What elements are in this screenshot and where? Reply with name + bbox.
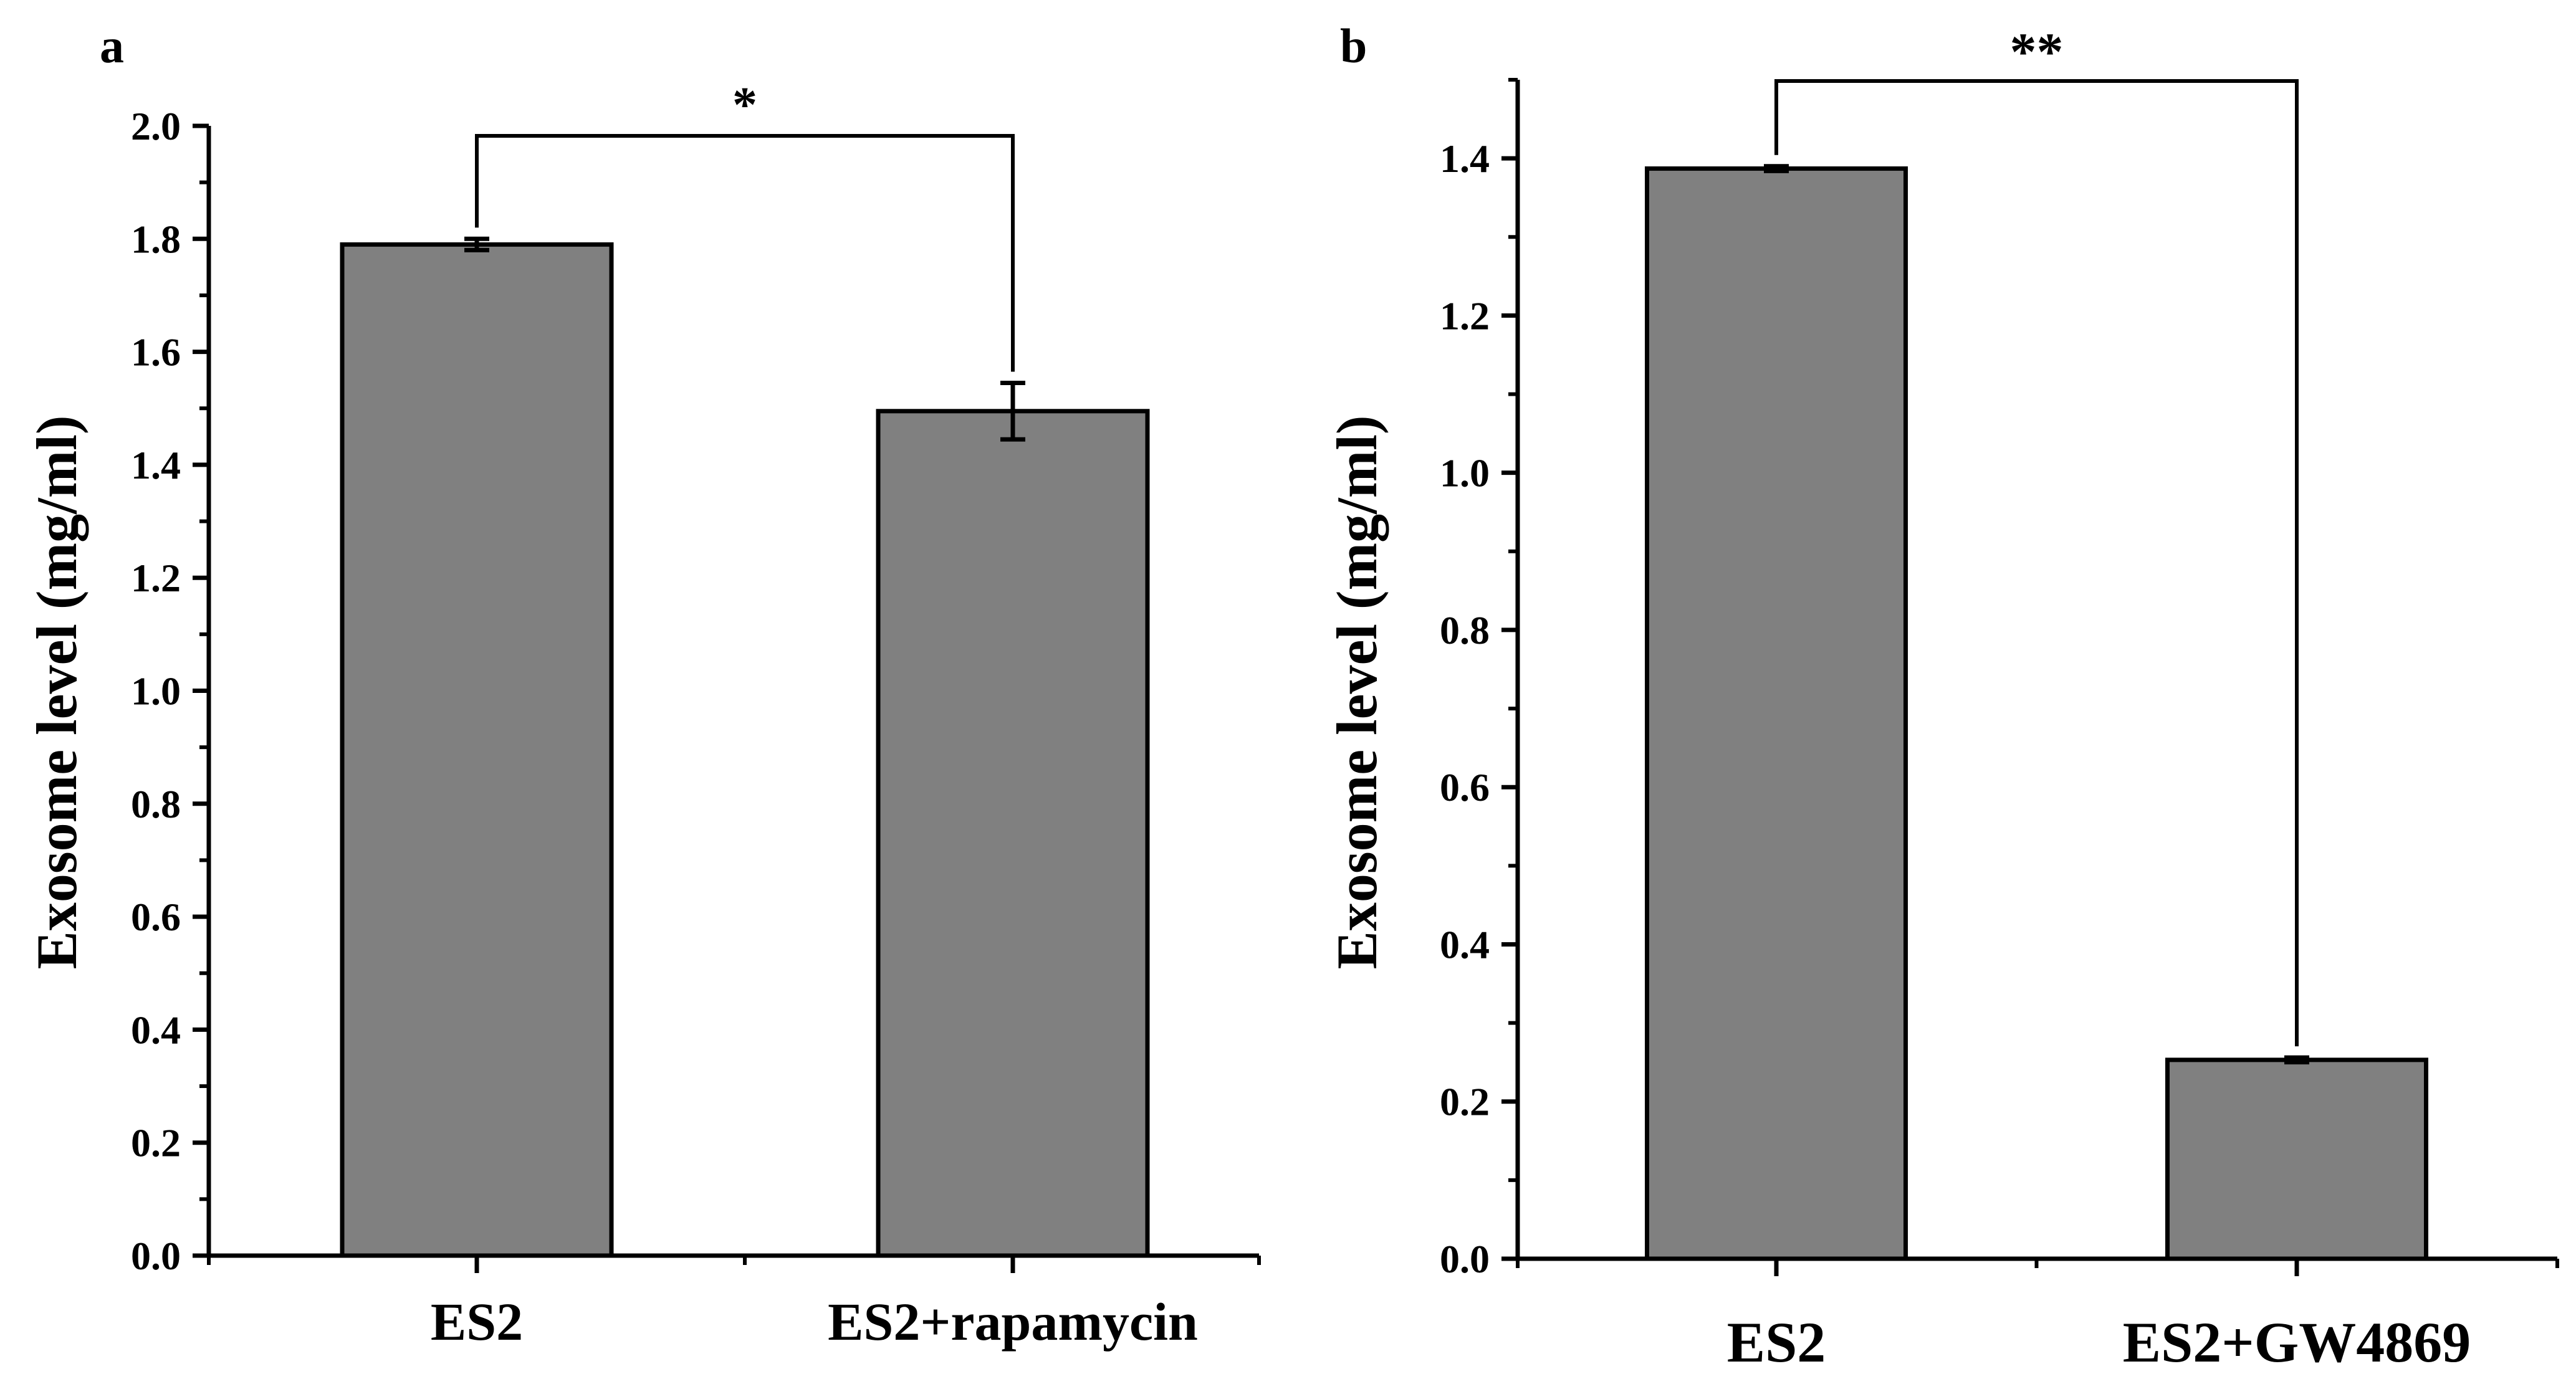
significance-bracket-b	[1774, 79, 2299, 1047]
y-axis-label-a: Exosome level (mg/ml)	[25, 415, 89, 969]
error-bar-b-0	[1764, 164, 1789, 173]
significance-label-b: **	[2010, 22, 2064, 82]
bar-b-0	[1645, 166, 1908, 1261]
panel-a: a Exosome level (mg/ml) 0.0 0.2 0.4 0.6 0.8 1…	[25, 19, 1261, 1352]
y-tick-label-b-6: 1.2	[1440, 293, 1490, 338]
y-tick-label-a-3: 0.6	[131, 895, 181, 939]
bar-a-1	[876, 409, 1150, 1258]
y-tick-label-b-5: 1.0	[1440, 451, 1490, 495]
x-tick-label-b-1: ES2+GW4869	[2123, 1310, 2471, 1374]
y-tick-label-b-1: 0.2	[1440, 1080, 1490, 1124]
bar-a-0	[340, 242, 614, 1258]
y-tick-label-b-3: 0.6	[1440, 765, 1490, 809]
x-tick-label-b-0: ES2	[1727, 1310, 1826, 1374]
y-tick-label-a-6: 1.2	[131, 556, 181, 600]
y-tick-label-a-8: 1.6	[131, 330, 181, 375]
x-tick-label-a-0: ES2	[431, 1292, 523, 1352]
y-tick-label-b-4: 0.8	[1440, 608, 1490, 652]
y-axis-label-b: Exosome level (mg/ml)	[1325, 415, 1389, 969]
y-tick-label-b-0: 0.0	[1440, 1237, 1490, 1281]
y-tick-label-a-10: 2.0	[131, 104, 181, 148]
y-tick-label-a-2: 0.4	[131, 1008, 181, 1052]
panel-b: b Exosome level (mg/ml) 0.0 0.2 0.4 0.6 0.8 1…	[1325, 19, 2559, 1374]
y-tick-label-a-7: 1.4	[131, 443, 181, 487]
error-bar-b-1	[2284, 1055, 2309, 1065]
y-tick-label-b-2: 0.4	[1440, 922, 1490, 966]
y-tick-label-a-4: 0.8	[131, 782, 181, 826]
error-bar-a-1	[1000, 380, 1025, 442]
panel-label-b: b	[1340, 19, 1367, 73]
significance-label-a: *	[732, 78, 757, 133]
x-tick-label-a-1: ES2+rapamycin	[828, 1292, 1198, 1352]
y-tick-label-a-9: 1.8	[131, 217, 181, 261]
error-bar-a-0	[464, 236, 489, 252]
y-tick-label-a-5: 1.0	[131, 669, 181, 713]
bar-b-1	[2165, 1057, 2428, 1261]
y-tick-label-a-1: 0.2	[131, 1121, 181, 1165]
y-tick-label-b-7: 1.4	[1440, 136, 1490, 181]
significance-bracket-a	[475, 134, 1015, 372]
panel-label-a: a	[100, 19, 124, 73]
y-tick-label-a-0: 0.0	[131, 1234, 181, 1278]
